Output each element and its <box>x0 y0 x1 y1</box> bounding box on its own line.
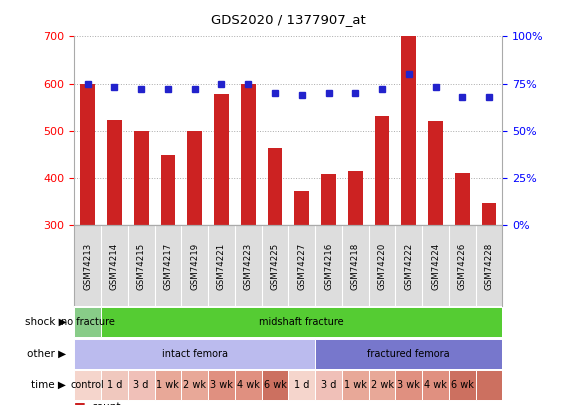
Bar <box>295 192 309 226</box>
Bar <box>128 371 155 400</box>
Bar <box>208 371 235 400</box>
Bar <box>348 171 363 226</box>
Bar <box>155 371 182 400</box>
Text: other ▶: other ▶ <box>27 349 66 359</box>
Text: 3 wk: 3 wk <box>210 380 233 390</box>
Bar <box>101 371 128 400</box>
Text: GDS2020 / 1377907_at: GDS2020 / 1377907_at <box>211 13 366 26</box>
Text: GSM74215: GSM74215 <box>136 242 146 290</box>
Text: GSM74213: GSM74213 <box>83 242 92 290</box>
Text: intact femora: intact femora <box>162 349 228 359</box>
Text: fractured femora: fractured femora <box>368 349 450 359</box>
Bar <box>241 84 256 226</box>
Text: GSM74218: GSM74218 <box>351 242 360 290</box>
Bar <box>401 36 416 226</box>
Text: control: control <box>71 380 104 390</box>
Bar <box>74 339 315 369</box>
Bar <box>262 371 288 400</box>
Bar <box>395 371 422 400</box>
Bar <box>81 84 95 226</box>
Bar <box>288 371 315 400</box>
Text: GSM74225: GSM74225 <box>271 242 279 290</box>
Text: GSM74217: GSM74217 <box>163 242 172 290</box>
Bar <box>134 131 148 226</box>
Bar <box>315 371 342 400</box>
Text: 4 wk: 4 wk <box>424 380 447 390</box>
Text: ■: ■ <box>74 401 86 405</box>
Bar <box>235 371 262 400</box>
Text: time ▶: time ▶ <box>31 380 66 390</box>
Text: GSM74226: GSM74226 <box>458 242 467 290</box>
Text: GSM74220: GSM74220 <box>377 242 387 290</box>
Text: shock ▶: shock ▶ <box>25 317 66 327</box>
Bar <box>369 371 395 400</box>
Text: 3 d: 3 d <box>134 380 149 390</box>
Bar <box>315 339 502 369</box>
Text: GSM74227: GSM74227 <box>297 242 306 290</box>
Bar <box>375 116 389 226</box>
Bar <box>482 203 496 226</box>
Bar <box>449 371 476 400</box>
Text: count: count <box>91 402 121 405</box>
Bar <box>455 173 470 226</box>
Text: 4 wk: 4 wk <box>237 380 260 390</box>
Text: GSM74222: GSM74222 <box>404 242 413 290</box>
Text: 3 d: 3 d <box>321 380 336 390</box>
Text: GSM74216: GSM74216 <box>324 242 333 290</box>
Text: GSM74228: GSM74228 <box>485 242 493 290</box>
Text: GSM74214: GSM74214 <box>110 242 119 290</box>
Text: 1 wk: 1 wk <box>344 380 367 390</box>
Bar <box>160 155 175 226</box>
Bar <box>321 175 336 226</box>
Text: GSM74219: GSM74219 <box>190 242 199 290</box>
Text: no fracture: no fracture <box>61 317 115 327</box>
Text: 6 wk: 6 wk <box>451 380 474 390</box>
Bar <box>74 371 101 400</box>
Text: 1 wk: 1 wk <box>156 380 179 390</box>
Bar <box>74 307 101 337</box>
Text: midshaft fracture: midshaft fracture <box>259 317 344 327</box>
Bar <box>107 119 122 226</box>
Text: 3 wk: 3 wk <box>397 380 420 390</box>
Bar <box>422 371 449 400</box>
Bar <box>342 371 369 400</box>
Text: 6 wk: 6 wk <box>264 380 287 390</box>
Text: 1 d: 1 d <box>294 380 309 390</box>
Text: 2 wk: 2 wk <box>183 380 206 390</box>
Text: 1 d: 1 d <box>107 380 122 390</box>
Bar <box>182 371 208 400</box>
Text: 2 wk: 2 wk <box>371 380 393 390</box>
Bar <box>476 371 502 400</box>
Bar <box>268 149 282 226</box>
Text: GSM74223: GSM74223 <box>244 242 253 290</box>
Bar <box>214 94 229 226</box>
Text: GSM74221: GSM74221 <box>217 242 226 290</box>
Text: GSM74224: GSM74224 <box>431 242 440 290</box>
Bar <box>187 131 202 226</box>
Bar <box>428 121 443 226</box>
